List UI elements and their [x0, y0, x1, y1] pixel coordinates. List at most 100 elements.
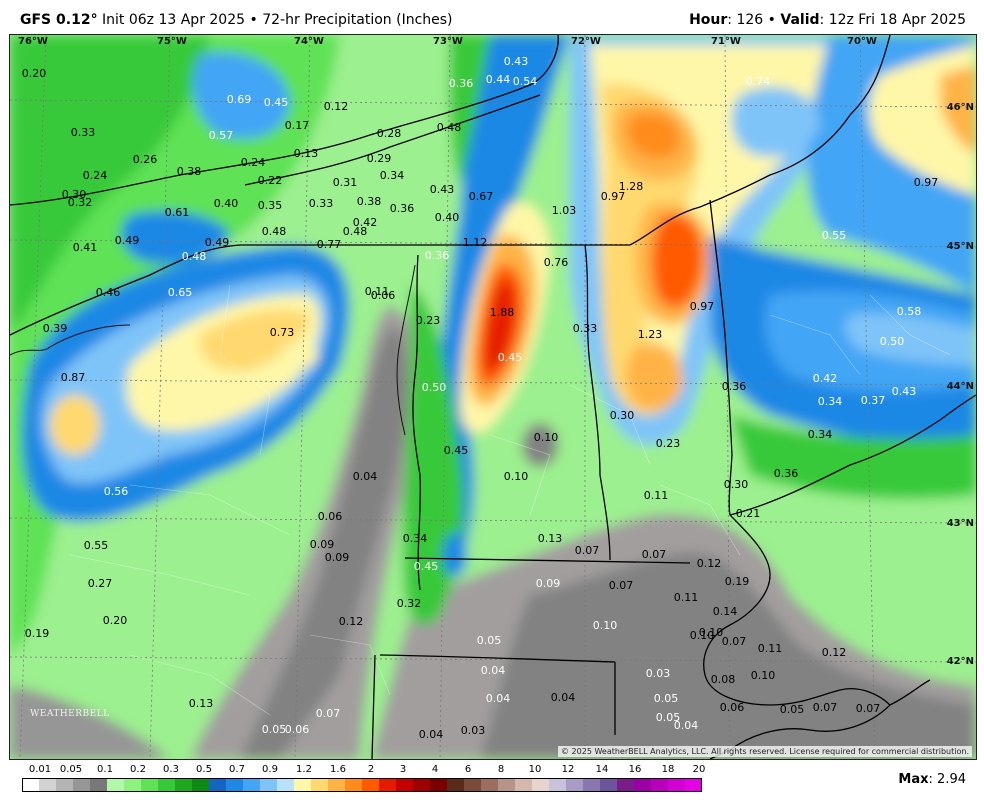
weatherbell-logo: WEATHERBELL	[30, 709, 110, 719]
colorbar-swatch	[447, 778, 465, 792]
precip-value-label: 0.06	[318, 510, 343, 523]
colorbar-border	[22, 778, 702, 792]
precip-value-label: 0.36	[774, 467, 799, 480]
precip-value-label: 0.34	[808, 428, 833, 441]
precip-value-label: 0.04	[481, 664, 506, 677]
precip-value-label: 0.07	[856, 702, 881, 715]
precip-value-label: 0.10	[534, 431, 559, 444]
longitude-label: 76°W	[18, 36, 48, 47]
map-canvas: 76°W 75°W 74°W 73°W 72°W 71°W 70°W 46°N 45°N 44°…	[10, 35, 976, 759]
colorbar-swatch	[141, 778, 159, 792]
precip-value-label: 0.20	[103, 614, 128, 627]
precip-value-label: 1.12	[463, 236, 488, 249]
colorbar-tick-label: 16	[628, 764, 642, 775]
precip-value-label: 0.32	[397, 597, 422, 610]
precip-value-label: 0.33	[573, 322, 598, 335]
colorbar-tick-label: 2	[367, 764, 375, 775]
colorbar-swatch	[481, 778, 499, 792]
colorbar-swatch	[634, 778, 652, 792]
precip-value-label: 0.06	[285, 723, 310, 736]
precip-value-label: 0.24	[83, 169, 108, 182]
colorbar-tick-label: 10	[528, 764, 542, 775]
precip-value-label: 0.20	[22, 67, 47, 80]
colorbar-swatch	[430, 778, 448, 792]
longitude-label: 71°W	[711, 36, 741, 47]
precip-value-label: 0.67	[469, 190, 494, 203]
precip-value-label: 0.03	[646, 667, 671, 680]
max-value: 2.94	[937, 772, 966, 787]
precip-value-label: 0.46	[96, 286, 121, 299]
precip-value-label: 0.10	[699, 626, 724, 639]
map-title: GFS 0.12° Init 06z 13 Apr 2025 • 72-hr P…	[20, 12, 453, 28]
colorbar-swatch	[39, 778, 57, 792]
precip-value-label: 0.24	[241, 156, 266, 169]
colorbar-swatch	[243, 778, 261, 792]
precip-value-label: 0.74	[746, 75, 771, 88]
precip-value-label: 0.48	[262, 225, 287, 238]
precip-value-label: 0.12	[822, 646, 847, 659]
colorbar-swatch	[413, 778, 431, 792]
precip-value-label: 0.36	[449, 77, 474, 90]
precip-value-label: 0.45	[264, 96, 289, 109]
precip-value-label: 0.48	[343, 225, 368, 238]
colorbar-tick-label: 0.9	[262, 764, 278, 775]
colorbar-swatch	[158, 778, 176, 792]
precip-value-label: 0.04	[419, 728, 444, 741]
precip-value-label: 0.36	[390, 202, 415, 215]
precip-value-label: 0.23	[656, 437, 681, 450]
colorbar-tick-label: 1.2	[296, 764, 312, 775]
hour-label: Hour	[689, 12, 728, 28]
precip-value-label: 0.12	[339, 615, 364, 628]
precip-value-label: 0.09	[325, 551, 350, 564]
precip-value-label: 0.69	[227, 93, 252, 106]
precipitation-map[interactable]: 76°W 75°W 74°W 73°W 72°W 71°W 70°W 46°N 45°N 44°…	[9, 34, 977, 760]
precip-value-label: 0.10	[690, 629, 715, 642]
colorbar-swatch	[362, 778, 380, 792]
forecast-time: Hour: 126 • Valid: 12z Fri 18 Apr 2025	[689, 12, 966, 28]
colorbar-swatch	[209, 778, 227, 792]
latitude-label: 45°N	[947, 241, 974, 252]
precip-value-label: 0.49	[115, 234, 140, 247]
latitude-label: 42°N	[947, 656, 974, 667]
precip-value-label: 0.04	[674, 719, 699, 732]
colorbar-swatch	[549, 778, 567, 792]
precip-value-label: 0.73	[270, 326, 295, 339]
precip-value-label: 0.10	[593, 619, 618, 632]
precip-value-label: 0.13	[294, 147, 319, 160]
precip-value-label: 0.48	[182, 250, 207, 263]
precip-value-label: 0.45	[498, 351, 523, 364]
colorbar-tick-label: 18	[661, 764, 675, 775]
colorbar-tick-label: 8	[497, 764, 505, 775]
precip-value-label: 1.28	[619, 180, 644, 193]
precip-value-label: 0.48	[437, 121, 462, 134]
precip-value-label: 0.30	[610, 409, 635, 422]
precip-value-label: 1.23	[638, 328, 663, 341]
precip-value-label: 0.04	[486, 692, 511, 705]
colorbar-labels: 0.01 0.05 0.1 0.2 0.3 0.5 0.7 0.9 1.2 1.6 2 3 4 6 8 10 1…	[22, 764, 722, 776]
precip-value-label: 0.34	[380, 169, 405, 182]
colorbar-tick-label: 0.05	[59, 764, 83, 775]
precip-value-label: 0.10	[504, 470, 529, 483]
colorbar-tick-label: 14	[595, 764, 609, 775]
colorbar-swatch	[345, 778, 363, 792]
precip-value-label: 0.31	[333, 176, 358, 189]
latitude-labels: 46°N 45°N 44°N 43°N 42°N	[947, 102, 974, 667]
colorbar-swatch	[328, 778, 346, 792]
lake-champlain	[396, 264, 416, 436]
colorbar-swatch	[175, 778, 193, 792]
precip-value-label: 0.33	[71, 126, 96, 139]
colorbar-tick-label: 20	[692, 764, 706, 775]
precip-value-label: 0.54	[513, 75, 538, 88]
precip-value-label: 1.88	[490, 306, 515, 319]
precip-value-label: 0.28	[377, 127, 402, 140]
precip-value-label: 0.34	[403, 532, 428, 545]
colorbar-swatch	[566, 778, 584, 792]
colorbar-swatch	[396, 778, 414, 792]
precip-value-label: 0.04	[551, 691, 576, 704]
colorbar-swatch	[464, 778, 482, 792]
precip-value-label: 0.05	[656, 711, 681, 724]
colorbar-tick-label: 12	[561, 764, 575, 775]
init-time: Init 06z 13 Apr 2025	[102, 12, 246, 28]
colorbar-swatch	[583, 778, 601, 792]
precip-value-label: 0.56	[104, 485, 129, 498]
